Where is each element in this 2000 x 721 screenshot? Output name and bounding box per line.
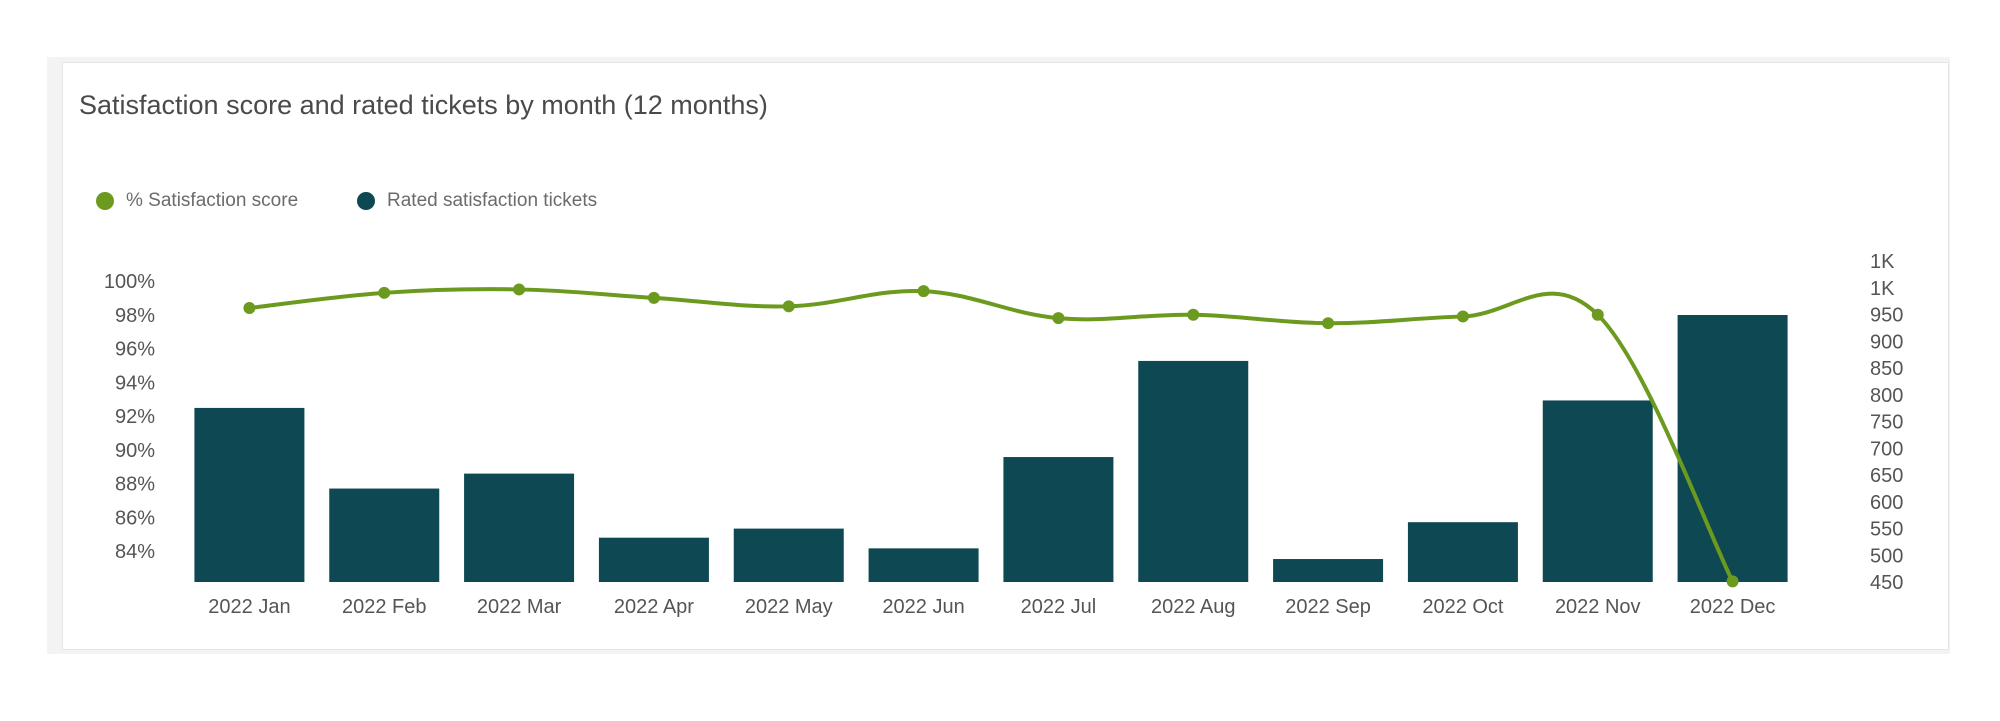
bar-2022-sep[interactable] (1273, 559, 1384, 582)
x-tick-label: 2022 Feb (342, 596, 427, 618)
legend-label: % Satisfaction score (126, 190, 299, 211)
legend-dot-icon (96, 192, 114, 210)
y-right-tick-label: 950 (1870, 305, 1903, 327)
bar-2022-jul[interactable] (1003, 457, 1114, 582)
bar-2022-dec[interactable] (1677, 315, 1788, 582)
y-right-tick-label: 1K (1870, 278, 1895, 300)
x-tick-label: 2022 Oct (1422, 596, 1504, 618)
y-left-tick-label: 94% (115, 372, 155, 394)
line-point-2022-dec[interactable] (1726, 575, 1739, 588)
y-right-tick-label: 600 (1870, 492, 1903, 514)
x-tick-label: 2022 Apr (614, 596, 694, 618)
y-right-tick-label: 900 (1870, 331, 1903, 353)
bar-2022-mar[interactable] (464, 473, 575, 582)
x-tick-label: 2022 May (745, 596, 833, 618)
y-right-tick-label: 850 (1870, 358, 1903, 380)
line-point-2022-nov[interactable] (1591, 308, 1604, 321)
bar-2022-jun[interactable] (868, 548, 979, 582)
bar-2022-jan[interactable] (194, 407, 305, 582)
x-tick-label: 2022 Jun (882, 596, 964, 618)
y-right-tick-label: 1K (1870, 251, 1895, 273)
y-right-tick-label: 550 (1870, 519, 1903, 541)
x-tick-label: 2022 Dec (1690, 596, 1776, 618)
bar-2022-oct[interactable] (1407, 522, 1518, 582)
x-tick-label: 2022 Aug (1151, 596, 1236, 618)
line-point-2022-feb[interactable] (378, 286, 391, 299)
x-tick-label: 2022 Jan (208, 596, 290, 618)
bar-2022-may[interactable] (733, 528, 844, 582)
x-tick-label: 2022 Jul (1021, 596, 1097, 618)
legend-dot-icon (357, 192, 375, 210)
y-right-tick-label: 700 (1870, 438, 1903, 460)
line-point-2022-jul[interactable] (1052, 312, 1065, 325)
y-left-tick-label: 98% (115, 305, 155, 327)
bar-2022-nov[interactable] (1542, 400, 1653, 582)
x-tick-label: 2022 Mar (477, 596, 562, 618)
bar-2022-aug[interactable] (1138, 360, 1249, 582)
y-left-tick-label: 96% (115, 339, 155, 361)
y-right-tick-label: 500 (1870, 545, 1903, 567)
y-right-tick-label: 450 (1870, 572, 1903, 594)
bar-2022-feb[interactable] (329, 488, 440, 582)
y-left-tick-label: 88% (115, 474, 155, 496)
x-tick-label: 2022 Nov (1555, 596, 1641, 618)
line-point-2022-apr[interactable] (647, 291, 660, 304)
y-left-tick-label: 100% (104, 271, 155, 293)
legend-item-satisfaction-score[interactable]: % Satisfaction score (96, 186, 298, 216)
legend-label: Rated satisfaction tickets (387, 190, 598, 211)
line-point-2022-mar[interactable] (513, 283, 526, 296)
y-right-tick-label: 800 (1870, 385, 1903, 407)
line-point-2022-oct[interactable] (1456, 310, 1469, 323)
line-point-2022-jan[interactable] (243, 302, 256, 314)
line-point-2022-may[interactable] (782, 300, 795, 313)
line-point-2022-aug[interactable] (1187, 308, 1200, 321)
bar-2022-apr[interactable] (598, 537, 709, 582)
line-point-2022-sep[interactable] (1322, 317, 1335, 330)
chart-title: Satisfaction score and rated tickets by … (79, 90, 768, 120)
legend-item-rated-tickets[interactable]: Rated satisfaction tickets (357, 186, 597, 216)
line-point-2022-jun[interactable] (917, 285, 930, 298)
y-left-tick-label: 90% (115, 440, 155, 462)
y-left-tick-label: 84% (115, 541, 155, 563)
y-right-tick-label: 650 (1870, 465, 1903, 487)
x-tick-label: 2022 Sep (1285, 596, 1371, 618)
y-left-tick-label: 92% (115, 406, 155, 428)
y-left-tick-label: 86% (115, 507, 155, 529)
y-right-tick-label: 750 (1870, 412, 1903, 434)
